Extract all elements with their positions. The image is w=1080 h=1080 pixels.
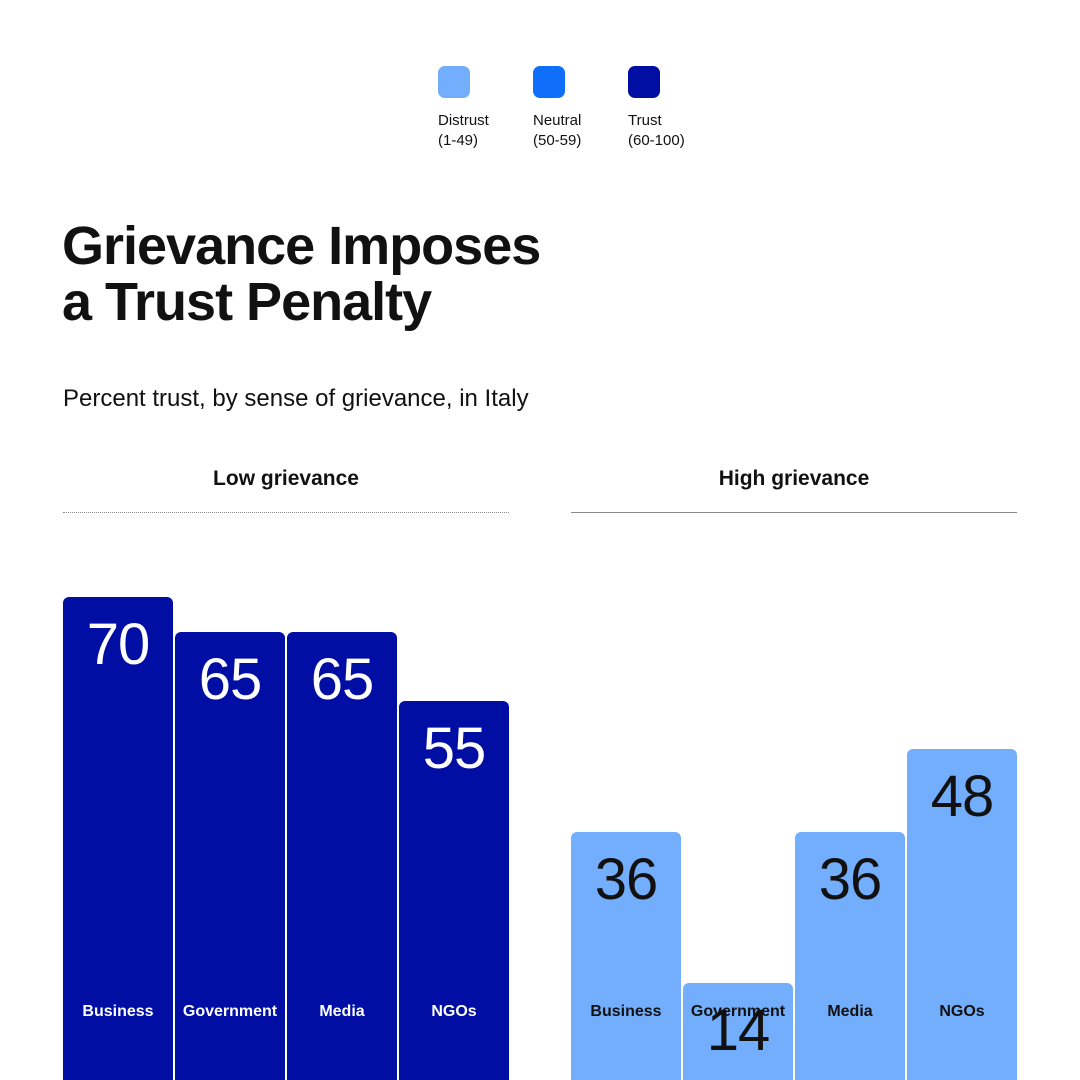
high-grievance-label-government: Government — [690, 1002, 786, 1020]
legend-label-neutral: Neutral — [533, 112, 582, 129]
high-grievance-label-ngos: NGOs — [939, 1002, 985, 1020]
chart-title: Grievance Imposes a Trust Penalty — [62, 218, 622, 330]
legend-swatch-neutral — [533, 66, 565, 98]
low-grievance-bar-ngos: 55 NGOs — [399, 700, 509, 1080]
chart-title-line-1: Grievance Imposes — [62, 216, 541, 276]
low-grievance-value-ngos: 55 — [422, 715, 487, 781]
high-grievance-value-media: 36 — [818, 846, 883, 912]
legend-label-trust: Trust — [628, 112, 662, 129]
low-grievance-value-business: 70 — [86, 612, 151, 677]
legend-range-distrust: (1-49) — [438, 132, 479, 149]
high-grievance-bar-business: 36 Business — [571, 831, 681, 1080]
chart-title-line-2: a Trust Penalty — [62, 272, 432, 332]
legend: Distrust (1-49) Neutral (50-59) Trust (6… — [438, 66, 723, 151]
legend-swatch-distrust — [438, 66, 470, 98]
high-grievance-bar-ngos: 48 NGOs — [907, 748, 1017, 1080]
low-grievance-label-ngos: NGOs — [431, 1003, 477, 1020]
legend-item-neutral: Neutral (50-59) — [533, 66, 628, 151]
low-grievance-heading: Low grievance — [213, 467, 359, 490]
high-grievance-value-ngos: 48 — [930, 763, 995, 829]
high-grievance-label-media: Media — [827, 1002, 873, 1020]
legend-range-trust: (60-100) — [628, 132, 685, 149]
high-grievance-bar-government: 14 Government — [683, 983, 793, 1080]
low-grievance-label-media: Media — [319, 1003, 365, 1020]
low-grievance-value-media: 65 — [310, 646, 375, 712]
legend-swatch-trust — [628, 66, 660, 98]
low-grievance-bar-media: 65 Media — [287, 631, 397, 1080]
high-grievance-divider — [571, 512, 1017, 513]
high-grievance-value-government: 14 — [706, 998, 771, 1064]
low-grievance-bars: 70 Business 65 Government 65 Media 55 NGOs — [63, 558, 509, 1080]
legend-range-neutral: (50-59) — [533, 132, 582, 149]
high-grievance-panel: High grievance 36 Business 14 Government 36 M… — [571, 462, 1017, 1080]
low-grievance-label-business: Business — [82, 1003, 154, 1020]
high-grievance-label-business: Business — [590, 1002, 662, 1020]
legend-item-distrust: Distrust (1-49) — [438, 66, 533, 151]
high-grievance-bars: 36 Business 14 Government 36 Media 48 NGOs — [571, 558, 1017, 1080]
high-grievance-bar-media: 36 Media — [795, 831, 905, 1080]
low-grievance-value-government: 65 — [198, 646, 263, 712]
low-grievance-divider — [63, 512, 509, 513]
high-grievance-value-business: 36 — [594, 846, 659, 912]
low-grievance-label-government: Government — [182, 1003, 278, 1020]
legend-label-distrust: Distrust — [438, 112, 489, 129]
high-grievance-heading: High grievance — [718, 467, 870, 490]
chart-subtitle: Percent trust, by sense of grievance, in… — [63, 385, 529, 412]
legend-item-trust: Trust (60-100) — [628, 66, 723, 151]
low-grievance-bar-business: 70 Business — [63, 597, 173, 1080]
low-grievance-bar-government: 65 Government — [175, 631, 285, 1080]
low-grievance-panel: Low grievance 70 Business 65 Government 65 Me… — [63, 462, 509, 1080]
